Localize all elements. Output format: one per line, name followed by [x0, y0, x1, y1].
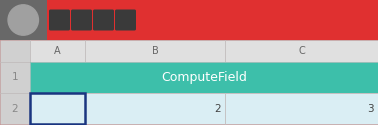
Bar: [30, 40, 85, 62]
Text: 1: 1: [12, 72, 18, 83]
Bar: [0, 93, 30, 124]
Circle shape: [8, 5, 39, 35]
Text: B: B: [152, 46, 158, 56]
Text: C: C: [298, 46, 305, 56]
Bar: [85, 40, 225, 62]
Text: A: A: [54, 46, 61, 56]
FancyBboxPatch shape: [49, 10, 70, 30]
FancyBboxPatch shape: [115, 10, 136, 30]
Bar: [0, 40, 30, 62]
Bar: [0, 62, 30, 93]
Text: 2: 2: [214, 104, 221, 114]
Bar: [0, 0, 378, 40]
Bar: [30, 62, 378, 93]
Bar: [225, 93, 378, 124]
Bar: [30, 93, 85, 124]
Bar: [0, 0, 46, 40]
Bar: [30, 62, 378, 93]
Text: 3: 3: [367, 104, 374, 114]
Bar: [225, 40, 378, 62]
Bar: [85, 93, 225, 124]
Text: 2: 2: [12, 104, 18, 114]
FancyBboxPatch shape: [71, 10, 92, 30]
FancyBboxPatch shape: [93, 10, 114, 30]
Text: ComputeField: ComputeField: [161, 71, 247, 84]
Text: 5: 5: [74, 104, 81, 114]
